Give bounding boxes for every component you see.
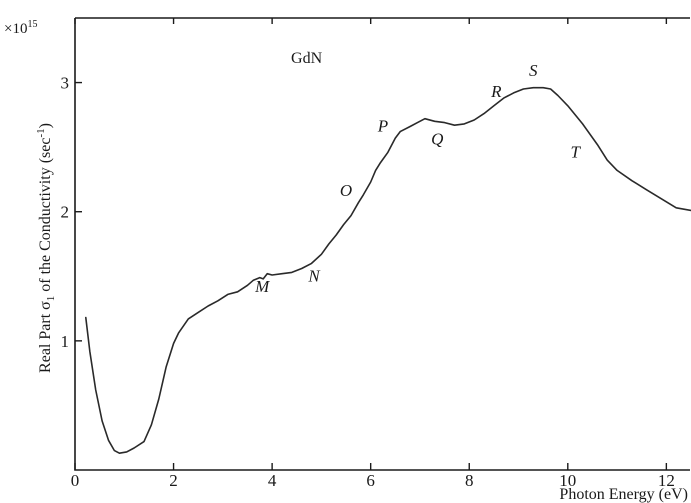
- y-label-end: ): [37, 123, 54, 128]
- x-tick-label: 4: [268, 471, 277, 490]
- annotation-s: S: [529, 61, 538, 80]
- annotation-n: N: [307, 266, 321, 285]
- x-tick-label: 12: [658, 471, 675, 490]
- x-tick-label: 6: [366, 471, 375, 490]
- annotation-gdn: GdN: [291, 50, 323, 67]
- plot-frame: [74, 17, 690, 471]
- annotation-o: O: [340, 181, 352, 200]
- x-axis-label: Photon Energy (eV): [559, 486, 688, 503]
- y-label-rest: of the Conductivity (sec: [37, 138, 54, 296]
- annotation-t: T: [570, 142, 581, 161]
- x-tick-label: 2: [169, 471, 178, 490]
- x-tick-label: 8: [465, 471, 474, 490]
- y-label-superscript: -1: [35, 128, 47, 137]
- y-label-main: Real Part σ: [37, 301, 54, 373]
- annotation-q: Q: [431, 130, 443, 149]
- y-multiplier-base: ×10: [4, 21, 27, 37]
- annotation-m: M: [254, 277, 270, 296]
- annotations-layer: GdN M N O P Q R S T: [254, 50, 581, 296]
- x-tick-label: 0: [71, 471, 80, 490]
- y-axis-label: Real Part σ1 of the Conductivity (sec-1): [35, 123, 57, 373]
- x-axis-ticks: 0 2 4 6 8 10 12: [71, 18, 675, 490]
- annotation-p: P: [377, 117, 388, 136]
- y-label-subscript: 1: [45, 296, 57, 302]
- y-multiplier-exponent: 15: [27, 19, 37, 30]
- x-tick-label: 10: [559, 471, 576, 490]
- plot-border: [74, 17, 690, 471]
- series-line-gdn: [85, 86, 691, 454]
- y-tick-label: 2: [61, 203, 70, 222]
- y-axis-multiplier: ×1015: [4, 19, 37, 37]
- y-axis-ticks: 1 2 3: [61, 74, 82, 351]
- annotation-r: R: [490, 82, 502, 101]
- y-tick-label: 3: [61, 74, 70, 93]
- y-tick-label: 1: [61, 332, 70, 351]
- series-layer: [85, 86, 691, 454]
